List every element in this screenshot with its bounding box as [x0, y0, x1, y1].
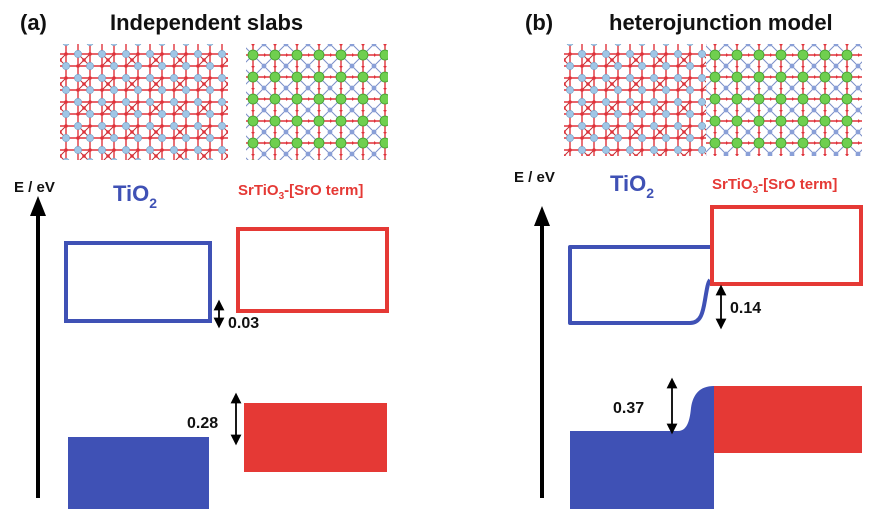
panel-b-title: heterojunction model — [609, 10, 833, 35]
srtio3-valence-band-b — [714, 386, 862, 453]
srtio3-lattice-image — [246, 44, 388, 160]
energy-axis-arrowhead — [30, 196, 46, 216]
vb-offset-value-b: 0.37 — [613, 400, 644, 417]
energy-axis-label-b: E / eV — [514, 169, 555, 186]
cb-offset-value-b: 0.14 — [730, 300, 761, 317]
tio2-conduction-band — [64, 241, 212, 323]
tio2-conduction-band-bent — [568, 245, 712, 325]
tio2-valence-band-bent — [570, 386, 714, 509]
heterojunction-srtio3-lattice — [706, 44, 862, 156]
panel-a: (a) Independent slabs E / eV TiO2 SrTiO3… — [14, 10, 389, 509]
panel-a-label: (a) — [20, 10, 47, 35]
panel-a-title: Independent slabs — [110, 10, 303, 35]
cb-offset-value: 0.03 — [228, 315, 259, 332]
heterojunction-tio2-lattice — [564, 44, 706, 156]
srtio3-valence-band — [244, 403, 387, 472]
srtio3-conduction-band-b — [710, 205, 863, 286]
tio2-lattice-image — [60, 44, 228, 160]
srtio3-label-b: SrTiO3-[SrO term] — [712, 176, 837, 196]
tio2-label-b: TiO2 — [610, 171, 654, 201]
energy-axis-arrowhead-b — [534, 206, 550, 226]
vb-offset-value: 0.28 — [187, 415, 218, 432]
tio2-label: TiO2 — [113, 181, 157, 211]
tio2-valence-band — [68, 437, 209, 509]
srtio3-conduction-band — [236, 227, 389, 313]
energy-axis-label: E / eV — [14, 179, 55, 196]
srtio3-label: SrTiO3-[SrO term] — [238, 182, 363, 202]
panel-b-label: (b) — [525, 10, 553, 35]
panel-b: (b) heterojunction model E / eV TiO2 SrT… — [514, 10, 863, 509]
